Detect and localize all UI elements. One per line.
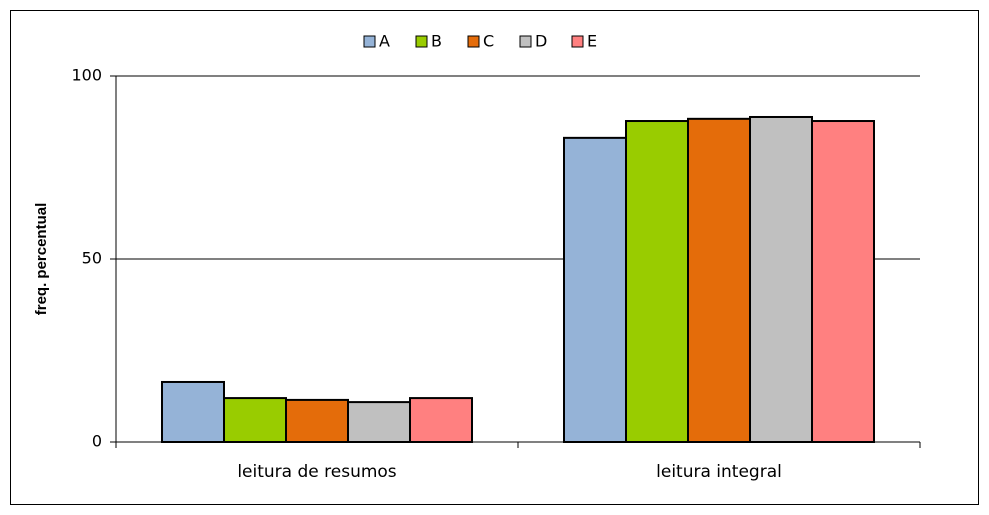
x-tick-label: leitura de resumos	[237, 462, 396, 482]
x-tick-label: leitura integral	[656, 462, 782, 482]
bar	[749, 115, 813, 443]
bar	[161, 380, 225, 444]
bar	[223, 397, 287, 443]
bar	[811, 120, 875, 443]
y-tick-label: 0	[92, 432, 102, 451]
legend-label: A	[379, 32, 390, 51]
bar	[625, 120, 689, 443]
legend-swatch	[519, 35, 532, 48]
y-axis-label: freq. percentual	[33, 203, 50, 316]
legend-label: E	[587, 32, 597, 51]
bar	[285, 398, 349, 444]
legend-swatch	[363, 35, 376, 48]
legend-swatch	[571, 35, 584, 48]
bar	[563, 136, 627, 443]
bar	[687, 117, 751, 444]
bar	[409, 397, 473, 443]
legend-label: B	[431, 32, 442, 51]
legend-swatch	[415, 35, 428, 48]
legend-label: D	[535, 32, 547, 51]
legend-label: C	[483, 32, 494, 51]
y-tick-label: 50	[82, 249, 102, 268]
bar	[347, 401, 411, 443]
y-tick-label: 100	[71, 66, 102, 85]
legend-swatch	[467, 35, 480, 48]
